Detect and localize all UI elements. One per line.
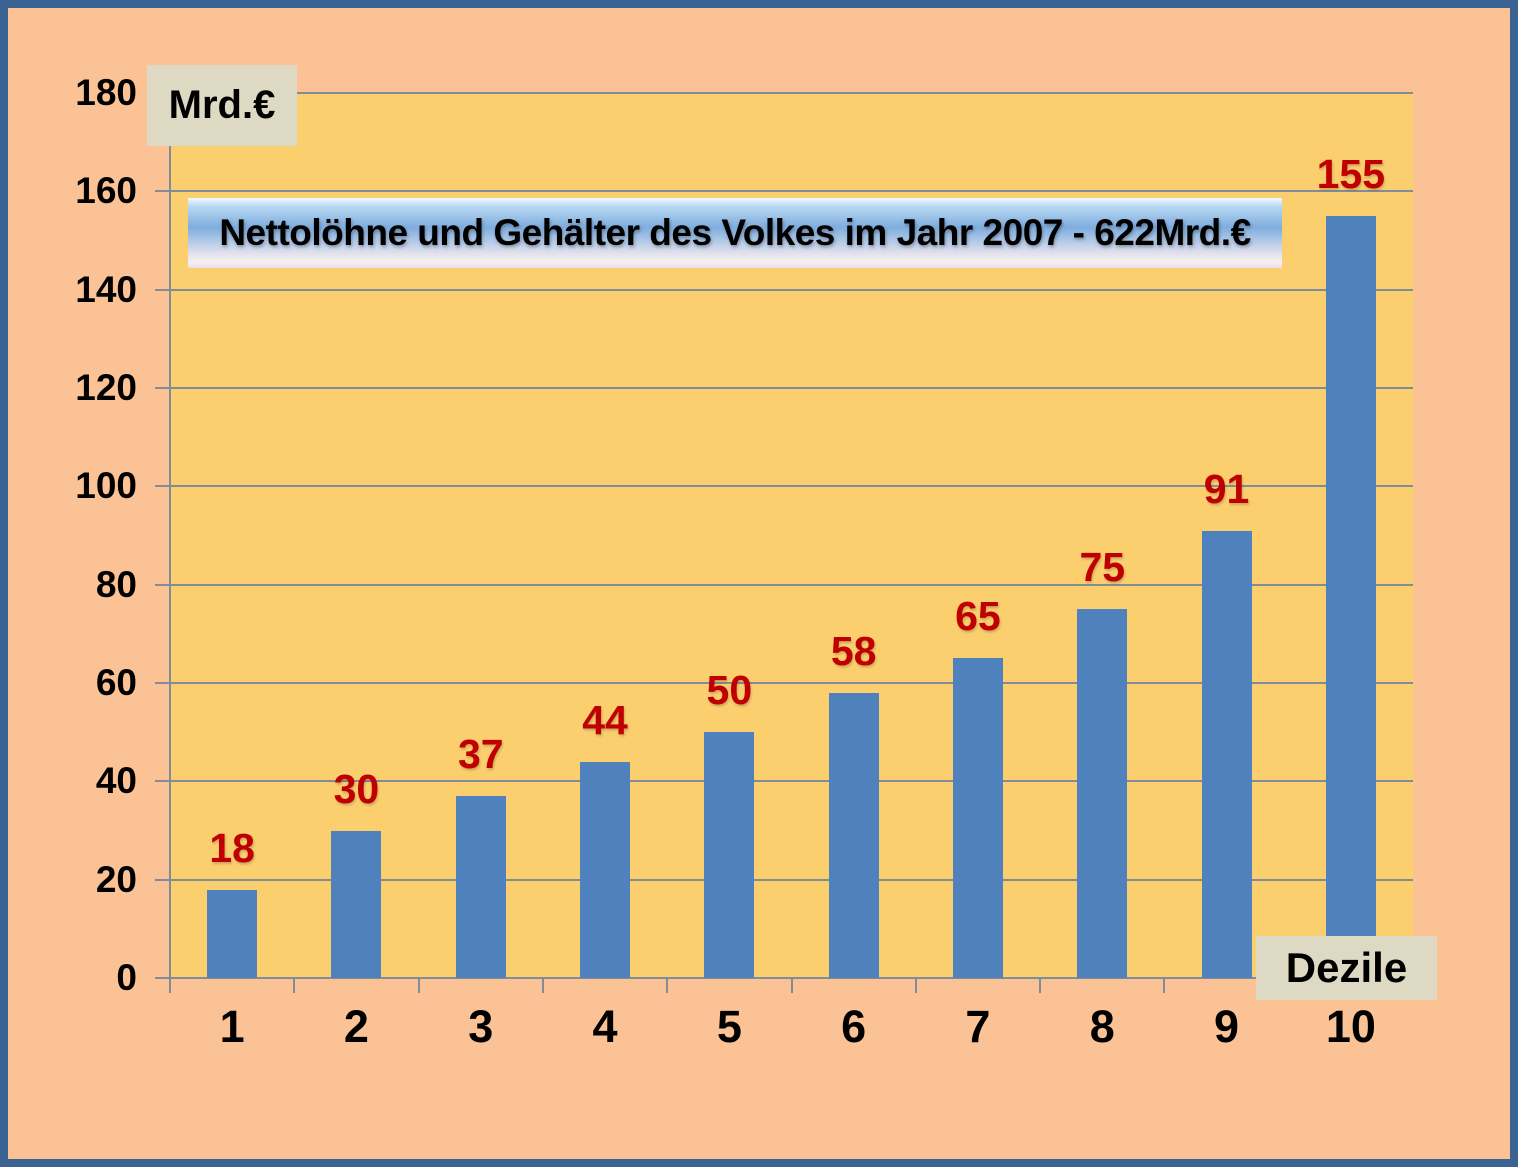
y-axis-tick [155, 288, 170, 291]
y-tick-label: 160 [75, 170, 137, 212]
y-axis-tick [155, 682, 170, 684]
y-gridline [170, 682, 1413, 684]
y-axis-tick [155, 878, 170, 881]
bar-value-label: 58 [830, 627, 877, 674]
bar-value-label: 30 [333, 765, 380, 812]
y-tick-label: 80 [95, 563, 137, 605]
x-tick-label: 1 [219, 1001, 245, 1052]
y-axis-tick [155, 387, 170, 389]
y-tick-label: 40 [95, 760, 137, 802]
x-tick-label: 7 [965, 1001, 991, 1052]
chart-title: Nettolöhne und Gehälter des Volkes im Ja… [188, 198, 1282, 268]
y-axis-tick [155, 780, 170, 783]
y-axis-line [169, 93, 171, 993]
x-tick-label: 6 [841, 1001, 867, 1052]
y-axis-tick [155, 977, 170, 979]
x-axis-tick [1163, 978, 1166, 993]
x-tick-label: 3 [468, 1001, 494, 1052]
y-tick-label: 0 [116, 957, 137, 998]
y-axis-tick [155, 485, 170, 488]
x-axis-tick [790, 978, 793, 993]
x-tick-label: 2 [343, 1001, 369, 1052]
y-gridline [170, 92, 1413, 94]
x-tick-label: 8 [1089, 1001, 1115, 1052]
y-tick-label: 120 [75, 367, 137, 408]
y-gridline [170, 387, 1413, 389]
x-axis-tick [541, 978, 544, 993]
bar [828, 692, 879, 978]
y-gridline [170, 190, 1413, 193]
bar-value-label: 37 [457, 731, 504, 778]
bar-value-label: 65 [955, 593, 1001, 640]
x-tick-label: 5 [716, 1001, 742, 1052]
bar-value-label: 18 [209, 824, 255, 871]
y-gridline [170, 485, 1413, 488]
x-axis-title: Dezile [1256, 936, 1437, 1000]
bar [580, 761, 631, 978]
x-axis-tick [417, 978, 420, 993]
bar [1077, 609, 1128, 978]
y-axis-tick [155, 190, 170, 193]
y-gridline [170, 288, 1413, 291]
bar [952, 658, 1003, 978]
x-tick-label: 10 [1325, 1001, 1376, 1052]
x-axis-tick [169, 978, 171, 993]
y-gridline [170, 583, 1413, 586]
bar [331, 830, 382, 978]
y-tick-label: 100 [75, 465, 137, 507]
bar-value-label: 44 [582, 696, 628, 743]
bar [704, 732, 755, 978]
bar [207, 889, 258, 978]
y-gridline [170, 780, 1413, 783]
bar-value-label: 155 [1316, 150, 1386, 197]
y-axis-tick [155, 583, 170, 586]
y-tick-label: 180 [75, 72, 137, 113]
x-axis-tick [1039, 978, 1042, 993]
y-gridline [170, 878, 1413, 881]
x-axis-tick [914, 978, 917, 993]
x-tick-label: 9 [1214, 1001, 1240, 1052]
y-axis-title: Mrd.€ [147, 65, 297, 146]
x-tick-label: 4 [592, 1001, 618, 1052]
bar-value-label: 75 [1079, 544, 1126, 591]
y-tick-label: 140 [75, 268, 137, 310]
y-tick-label: 20 [95, 858, 137, 900]
x-axis-tick [293, 978, 296, 993]
bar [1201, 530, 1252, 978]
y-tick-label: 60 [95, 662, 137, 703]
bar [1325, 215, 1376, 978]
bar-value-label: 91 [1203, 465, 1250, 512]
bar-value-label: 50 [706, 667, 753, 714]
x-axis-tick [666, 978, 669, 993]
bar [455, 796, 506, 978]
